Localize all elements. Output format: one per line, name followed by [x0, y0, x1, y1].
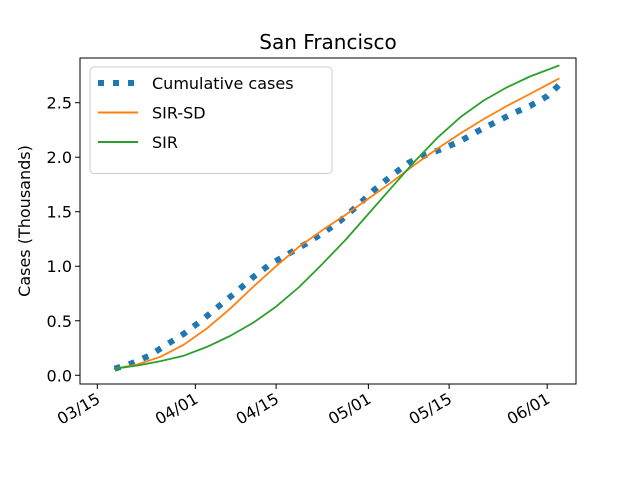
legend: Cumulative cases SIR-SD SIR	[89, 66, 333, 174]
series-line-cumulative-cases	[113, 83, 561, 372]
legend-label: Cumulative cases	[152, 74, 294, 93]
x-tick-label: 05/01	[325, 389, 374, 429]
x-tick-label: 05/15	[406, 389, 455, 429]
y-tick-label: 2.0	[47, 148, 72, 167]
legend-label: SIR	[152, 133, 178, 152]
x-tick-label: 03/15	[54, 389, 103, 429]
series-line-sir-sd	[113, 77, 560, 370]
y-tick-label: 0.0	[47, 366, 72, 385]
y-tick-label: 1.0	[47, 257, 72, 276]
y-tick-label: 1.5	[47, 203, 72, 222]
x-tick-label: 04/01	[152, 389, 201, 429]
plot-frame	[79, 57, 577, 385]
legend-box	[89, 66, 333, 174]
x-tick-label: 04/15	[233, 389, 282, 429]
y-tick-label: 2.5	[47, 94, 72, 113]
y-axis-label: Cases (Thousands)	[15, 145, 34, 297]
series-line-sir	[113, 64, 560, 370]
chart-title: San Francisco	[259, 30, 396, 54]
y-tick-label: 0.5	[47, 312, 72, 331]
x-tick-label: 06/01	[504, 389, 553, 429]
legend-label: SIR-SD	[152, 104, 206, 123]
